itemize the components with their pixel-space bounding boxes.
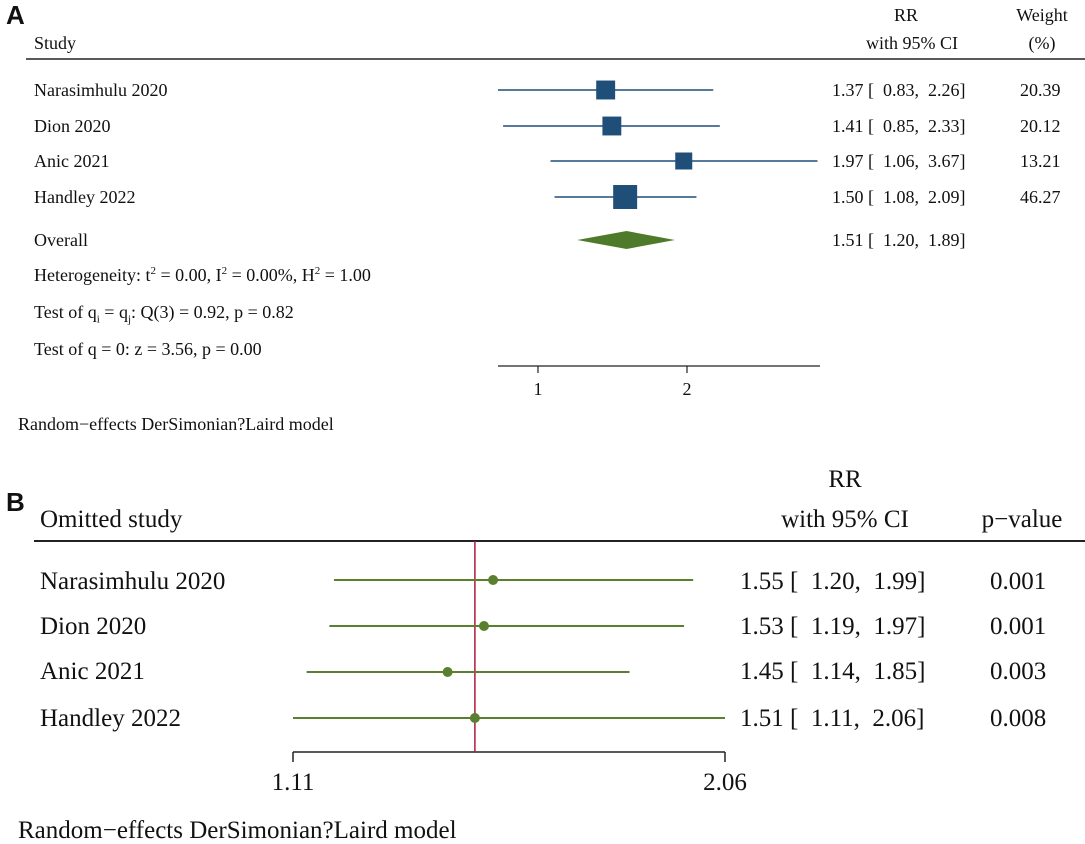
panel-a-overall-label: Overall xyxy=(34,230,88,250)
panel-a-row-study: Handley 2022 xyxy=(34,187,136,207)
panel-b-row-study: Narasimhulu 2020 xyxy=(40,568,226,595)
study-marker xyxy=(675,152,693,170)
panel-b-row-pvalue: 0.008 xyxy=(990,705,1047,732)
panel-a-forest-plot xyxy=(26,58,1085,373)
panel-b-row-pvalue: 0.001 xyxy=(990,613,1047,640)
overall-diamond xyxy=(577,231,675,249)
panel-b-label: B xyxy=(6,487,25,517)
panel-b-row-pvalue: 0.001 xyxy=(990,568,1047,595)
panel-a-row-weight: 20.39 xyxy=(1020,80,1061,100)
panel-a-row-ci: 1.97 [ 1.06, 3.67] xyxy=(832,151,966,171)
study-point xyxy=(478,621,489,631)
panel-a-header-rr: RR xyxy=(893,5,919,25)
panel-a-header-study: Study xyxy=(34,33,77,53)
panel-a-row-study: Dion 2020 xyxy=(34,116,111,136)
study-marker xyxy=(596,80,616,100)
panel-b-row-ci: 1.55 [ 1.20, 1.99] xyxy=(740,568,926,595)
panel-b-tick-label: 2.06 xyxy=(703,769,747,796)
panel-a-row-study: Narasimhulu 2020 xyxy=(34,80,168,100)
panel-a-row-ci: 1.37 [ 0.83, 2.26] xyxy=(832,80,966,100)
panel-b-header-pvalue: p−value xyxy=(981,506,1063,533)
panel-a-tick-label: 1 xyxy=(533,379,543,399)
panel-b-row-ci: 1.45 [ 1.14, 1.85] xyxy=(740,658,926,685)
panel-a-model-note: Random−effects DerSimonian?Laird model xyxy=(18,414,334,434)
panel-a-header-weight-unit: (%) xyxy=(1028,33,1056,53)
panel-a-row-weight: 13.21 xyxy=(1020,151,1061,171)
panel-b-header-rr: RR xyxy=(828,466,862,493)
panel-b-header-ci: with 95% CI xyxy=(781,506,909,533)
panel-b-model-note: Random−effects DerSimonian?Laird model xyxy=(18,817,457,844)
panel-a-label: A xyxy=(6,0,25,30)
study-marker xyxy=(613,185,638,209)
panel-b-row-ci: 1.53 [ 1.19, 1.97] xyxy=(740,613,926,640)
panel-a-row-study: Anic 2021 xyxy=(34,151,110,171)
panel-a-header-weight: Weight xyxy=(1016,5,1068,25)
panel-b-row-study: Handley 2022 xyxy=(40,705,181,732)
study-point xyxy=(442,667,453,677)
study-point xyxy=(469,713,480,723)
panel-a-tick-label: 2 xyxy=(682,379,692,399)
panel-b-tick-label: 1.11 xyxy=(271,769,315,796)
panel-b-row-study: Dion 2020 xyxy=(40,613,147,640)
panel-a-row-weight: 46.27 xyxy=(1020,187,1061,207)
panel-b-row-study: Anic 2021 xyxy=(40,658,145,685)
panel-a-row-ci: 1.50 [ 1.08, 2.09] xyxy=(832,187,966,207)
study-point xyxy=(488,575,499,585)
test-zero-text: Test of q = 0: z = 3.56, p = 0.00 xyxy=(34,339,262,359)
heterogeneity-text: Heterogeneity: t2 = 0.00, I2 = 0.00%, H2… xyxy=(34,265,371,285)
panel-b-row-pvalue: 0.003 xyxy=(990,658,1047,685)
panel-b-header-study: Omitted study xyxy=(40,506,183,533)
study-marker xyxy=(602,116,622,136)
test-q-text: Test of qi = qj: Q(3) = 0.92, p = 0.82 xyxy=(34,302,294,326)
panel-a-overall-ci: 1.51 [ 1.20, 1.89] xyxy=(832,230,966,250)
panel-a-row-weight: 20.12 xyxy=(1020,116,1061,136)
panel-a-row-ci: 1.41 [ 0.85, 2.33] xyxy=(832,116,966,136)
panel-b-row-ci: 1.51 [ 1.11, 2.06] xyxy=(740,705,925,732)
panel-a-header-ci: with 95% CI xyxy=(866,33,958,53)
